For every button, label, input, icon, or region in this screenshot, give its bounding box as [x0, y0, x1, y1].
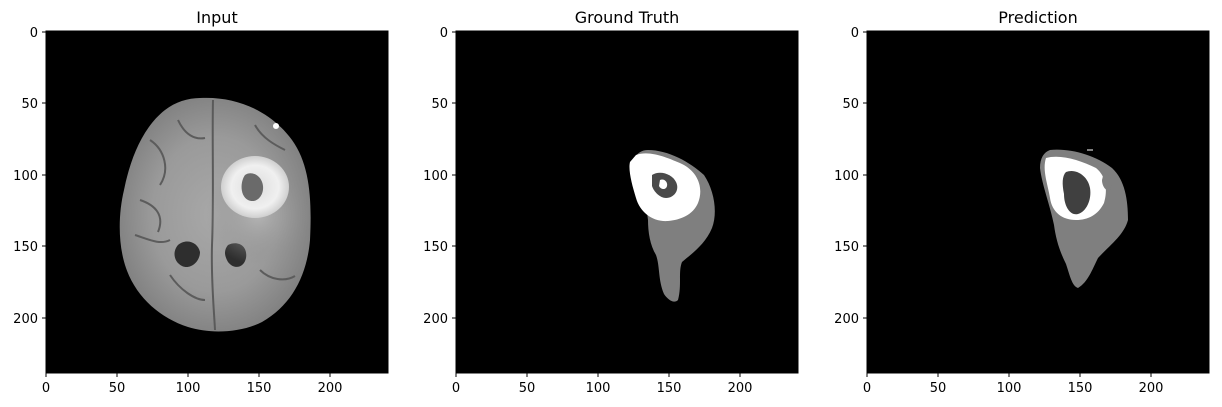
y-tick-label: 50	[21, 97, 38, 112]
y-tick-label: 200	[423, 312, 448, 327]
y-tick-label: 0	[440, 26, 448, 41]
segmentation-mask-prediction	[1040, 149, 1128, 288]
x-tick-label: 50	[519, 381, 536, 396]
x-tick-label: 200	[318, 381, 343, 396]
mri-slice	[119, 97, 311, 332]
sulci	[134, 119, 296, 301]
y-tick-label: 50	[842, 97, 859, 112]
x-tick-label: 50	[930, 381, 947, 396]
mask-necrosis	[1062, 170, 1091, 215]
x-axis-ground-truth: 0 50 100 150 200	[452, 373, 753, 396]
x-tick-label: 100	[586, 381, 611, 396]
y-tick-label: 100	[834, 169, 859, 184]
x-axis-prediction: 0 50 100 150 200	[863, 373, 1164, 396]
y-axis-input: 0 50 100 150 200	[13, 26, 46, 327]
tumor-necrosis	[241, 173, 264, 202]
panel-title-ground-truth: Ground Truth	[575, 8, 680, 27]
x-tick-label: 150	[657, 381, 682, 396]
axes-frame-prediction	[866, 30, 1210, 374]
bright-spot	[273, 123, 279, 129]
panel-title-input: Input	[196, 8, 237, 27]
y-tick-label: 150	[834, 240, 859, 255]
mask-gray-blob	[1102, 172, 1112, 191]
y-tick-label: 0	[851, 26, 859, 41]
axes-frame-input	[45, 30, 389, 374]
y-tick-label: 200	[13, 312, 38, 327]
x-tick-label: 200	[1139, 381, 1164, 396]
x-axis-input: 0 50 100 150 200	[42, 373, 343, 396]
y-tick-label: 100	[13, 169, 38, 184]
x-tick-label: 150	[1068, 381, 1093, 396]
y-tick-label: 0	[30, 26, 38, 41]
x-tick-label: 200	[728, 381, 753, 396]
y-axis-ground-truth: 0 50 100 150 200	[423, 26, 456, 327]
x-tick-label: 100	[997, 381, 1022, 396]
image-background-ground-truth	[456, 31, 798, 373]
brain-midline	[210, 99, 216, 331]
panel-ground-truth: Ground Truth 0 50 100 150 200	[423, 8, 799, 396]
axes-frame-ground-truth	[455, 30, 799, 374]
y-tick-label: 50	[431, 97, 448, 112]
x-tick-label: 0	[863, 381, 871, 396]
y-tick-label: 150	[13, 240, 38, 255]
panel-input: Input 0 50 100	[13, 8, 389, 396]
panel-title-prediction: Prediction	[998, 8, 1077, 27]
y-tick-label: 200	[834, 312, 859, 327]
x-tick-label: 0	[42, 381, 50, 396]
mask-core-inner	[659, 179, 668, 189]
x-tick-label: 0	[452, 381, 460, 396]
y-axis-prediction: 0 50 100 150 200	[834, 26, 867, 327]
mask-speck	[1087, 149, 1093, 151]
x-tick-label: 100	[176, 381, 201, 396]
y-tick-label: 100	[423, 169, 448, 184]
segmentation-mask-ground-truth	[629, 150, 715, 302]
x-tick-label: 50	[109, 381, 126, 396]
y-tick-label: 150	[423, 240, 448, 255]
panel-prediction: Prediction 0 50 100 150 200	[834, 8, 1210, 396]
x-tick-label: 150	[247, 381, 272, 396]
image-background-prediction	[867, 31, 1209, 373]
